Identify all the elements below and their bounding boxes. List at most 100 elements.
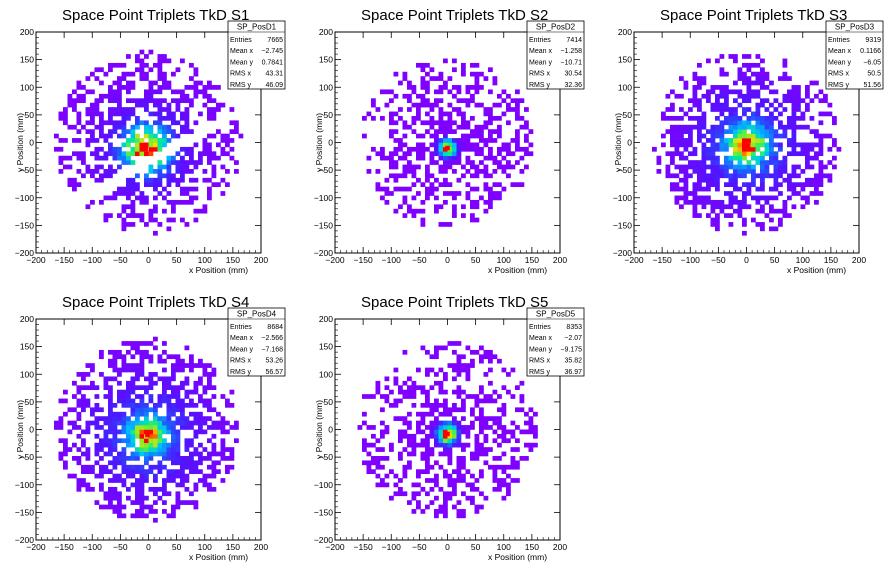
heatmap-cell <box>63 115 68 121</box>
heatmap-cell <box>443 199 448 205</box>
heatmap-cell <box>452 442 457 448</box>
heatmap-cell <box>809 164 815 170</box>
heatmap-cell <box>117 213 122 218</box>
heatmap-cell <box>207 111 212 117</box>
heatmap-cell <box>234 120 239 126</box>
heatmap-cell <box>656 155 662 161</box>
heatmap-cell <box>162 142 167 148</box>
heatmap-cell <box>76 398 82 404</box>
heatmap-cell <box>474 146 480 152</box>
heatmap-cell <box>733 169 738 174</box>
heatmap-cell <box>144 133 149 139</box>
heatmap-cell <box>697 169 702 174</box>
heatmap-cell <box>162 478 167 483</box>
heatmap-cell <box>443 151 448 157</box>
heatmap-cell <box>126 222 131 227</box>
heatmap-cell <box>402 155 408 161</box>
heatmap-cell <box>220 416 226 421</box>
heatmap-cell <box>220 442 226 448</box>
heatmap-cell <box>438 169 444 174</box>
heatmap-cell <box>153 138 158 143</box>
heatmap-cell <box>782 204 788 210</box>
x-tick-label: 150 <box>226 255 240 265</box>
heatmap-cell <box>483 460 489 466</box>
heatmap-cell <box>112 438 118 444</box>
heatmap-cell <box>474 442 480 448</box>
heatmap-cell <box>148 398 154 404</box>
heatmap-cell <box>719 199 725 205</box>
heatmap-cell <box>180 173 185 179</box>
heatmap-cell <box>483 398 489 404</box>
heatmap-cell <box>144 389 149 395</box>
heatmap-cell <box>393 138 399 143</box>
heatmap-cell <box>402 133 408 139</box>
heatmap-cell <box>402 164 408 170</box>
heatmap-cell <box>411 85 417 90</box>
heatmap-cell <box>362 438 367 444</box>
heatmap-cell <box>189 76 194 81</box>
heatmap-cell <box>135 469 140 474</box>
heatmap-cell <box>697 160 702 165</box>
heatmap-cell <box>438 124 444 130</box>
heatmap-cell <box>818 191 824 196</box>
heatmap-cell <box>117 85 122 90</box>
heatmap-cell <box>425 456 430 461</box>
heatmap-cell <box>189 398 194 404</box>
stats-key: RMS y <box>828 82 850 89</box>
heatmap-cell <box>461 62 466 68</box>
heatmap-cell <box>171 456 176 461</box>
heatmap-cell <box>438 120 444 126</box>
heatmap-cell <box>85 482 91 488</box>
heatmap-cell <box>117 372 122 377</box>
heatmap-cell <box>76 80 82 86</box>
heatmap-cell <box>697 129 702 134</box>
x-tick-label: 50 <box>172 542 182 552</box>
heatmap-cell <box>148 407 154 413</box>
heatmap-cell <box>506 173 511 179</box>
heatmap-cell <box>697 133 702 139</box>
heatmap-cell <box>443 345 448 351</box>
heatmap-cell <box>99 120 104 126</box>
heatmap-cell <box>389 469 394 474</box>
heatmap-cell <box>434 460 439 466</box>
heatmap-cell <box>465 142 471 148</box>
heatmap-cell <box>108 85 113 90</box>
heatmap-cell <box>809 98 815 104</box>
heatmap-cell <box>375 182 381 187</box>
heatmap-cell <box>166 191 172 196</box>
heatmap-cell <box>130 111 136 117</box>
heatmap-cell <box>171 411 176 417</box>
heatmap-cell <box>171 407 176 413</box>
heatmap-cell <box>121 155 127 161</box>
heatmap-cell <box>162 367 167 373</box>
heatmap-cell <box>420 385 426 391</box>
heatmap-cell <box>117 93 122 99</box>
heatmap-cell <box>108 120 113 126</box>
heatmap-cell <box>202 138 208 143</box>
heatmap-cell <box>474 80 480 86</box>
heatmap-cell <box>112 354 118 360</box>
heatmap-cell <box>175 469 181 474</box>
heatmap-cell <box>719 129 725 134</box>
heatmap-cell <box>162 54 167 59</box>
heatmap-cell <box>483 425 489 430</box>
heatmap-cell <box>85 456 91 461</box>
heatmap-cell <box>148 182 154 187</box>
heatmap-cell <box>764 199 770 205</box>
heatmap-cell <box>710 89 716 95</box>
heatmap-cell <box>211 447 217 452</box>
heatmap-cell <box>112 363 118 368</box>
heatmap-cell <box>108 469 113 474</box>
heatmap-cell <box>362 411 367 417</box>
heatmap-cell <box>483 169 489 174</box>
heatmap-cell <box>809 191 815 196</box>
heatmap-cell <box>126 71 131 77</box>
heatmap-cell <box>791 151 797 157</box>
heatmap-cell <box>492 129 498 134</box>
heatmap-cell <box>429 420 435 426</box>
heatmap-cell <box>683 164 689 170</box>
heatmap-cell <box>402 186 408 192</box>
heatmap-cell <box>126 54 131 59</box>
heatmap-cell <box>402 416 408 421</box>
heatmap-cell <box>135 429 140 435</box>
